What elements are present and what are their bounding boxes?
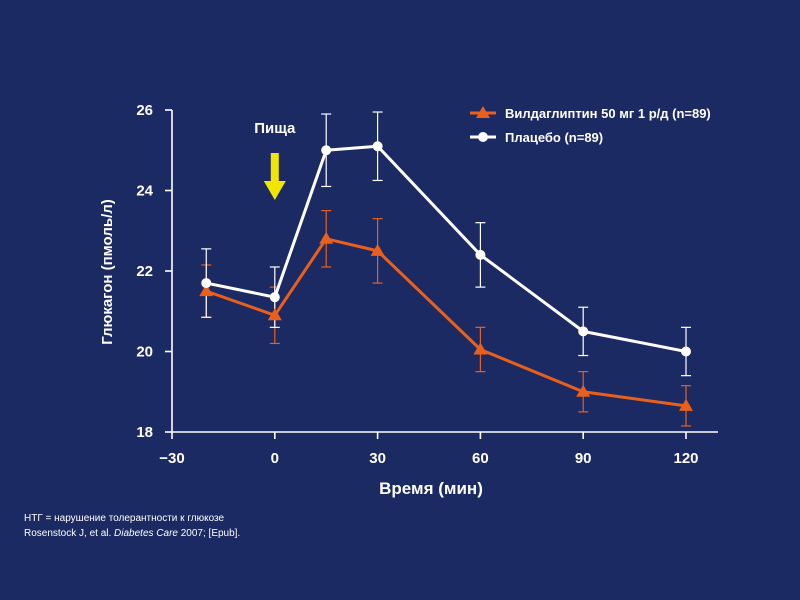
- reference-authors: Rosenstock J, et al.: [24, 528, 115, 539]
- meal-label: Пища: [254, 120, 296, 137]
- placebo-point: [475, 249, 486, 260]
- legend-marker: [476, 106, 490, 118]
- reference-year: 2007; [Epub].: [177, 528, 241, 539]
- footnote: НТГ = нарушение толерантности к глюкозе …: [24, 511, 240, 541]
- meal-arrow-icon: [263, 153, 286, 200]
- vildagliptin-point: [267, 308, 282, 321]
- vildagliptin-point: [199, 284, 214, 297]
- legend-label: Вилдаглиптин 50 мг 1 р/д (n=89): [505, 106, 711, 121]
- y-tick-label: 20: [136, 344, 153, 361]
- legend-item-placebo: Плацебо (n=89): [470, 130, 603, 145]
- vildagliptin-line: [205, 237, 687, 408]
- axes: −30 0 30 60 90 120 18 20 22 24 26 Время (мин) Глюкаг…: [99, 102, 718, 498]
- placebo-point: [681, 346, 691, 357]
- vildagliptin-point: [473, 342, 488, 355]
- series-markers: [199, 141, 693, 411]
- footnote-ntg: НТГ = нарушение толерантности к глюкозе: [24, 513, 225, 524]
- x-tick-label: 90: [575, 450, 592, 467]
- x-tick-label: 120: [673, 450, 698, 467]
- meal-annotation: Пища: [254, 120, 296, 200]
- reference-journal: Diabetes Care: [114, 528, 178, 539]
- vildagliptin-point: [370, 243, 385, 256]
- vildagliptin-point: [576, 384, 591, 397]
- legend-marker: [478, 132, 488, 142]
- y-axis-label: Глюкагон (пмоль/л): [99, 199, 116, 345]
- legend: Вилдаглиптин 50 мг 1 р/д (n=89) Плацебо (…: [470, 106, 711, 145]
- x-tick-label: 0: [271, 450, 279, 467]
- placebo-point: [269, 292, 280, 303]
- legend-item-vildagliptin: Вилдаглиптин 50 мг 1 р/д (n=89): [470, 106, 711, 121]
- x-tick-label: 60: [472, 450, 489, 467]
- y-tick-label: 26: [136, 102, 153, 119]
- placebo-point: [372, 141, 383, 152]
- x-tick-label: 30: [369, 450, 386, 467]
- x-tick-label: −30: [159, 450, 184, 467]
- footnote-reference: Rosenstock J, et al. Diabetes Care 2007;…: [24, 526, 240, 541]
- y-tick-label: 18: [136, 424, 153, 441]
- x-axis-label: Время (мин): [379, 479, 483, 498]
- legend-label: Плацебо (n=89): [505, 130, 603, 145]
- placebo-point: [201, 278, 212, 289]
- y-tick-label: 24: [136, 183, 153, 200]
- placebo-point: [321, 145, 332, 156]
- vildagliptin-point: [319, 231, 334, 244]
- placebo-point: [578, 326, 589, 337]
- y-tick-label: 22: [136, 263, 153, 280]
- vildagliptin-point: [679, 398, 693, 411]
